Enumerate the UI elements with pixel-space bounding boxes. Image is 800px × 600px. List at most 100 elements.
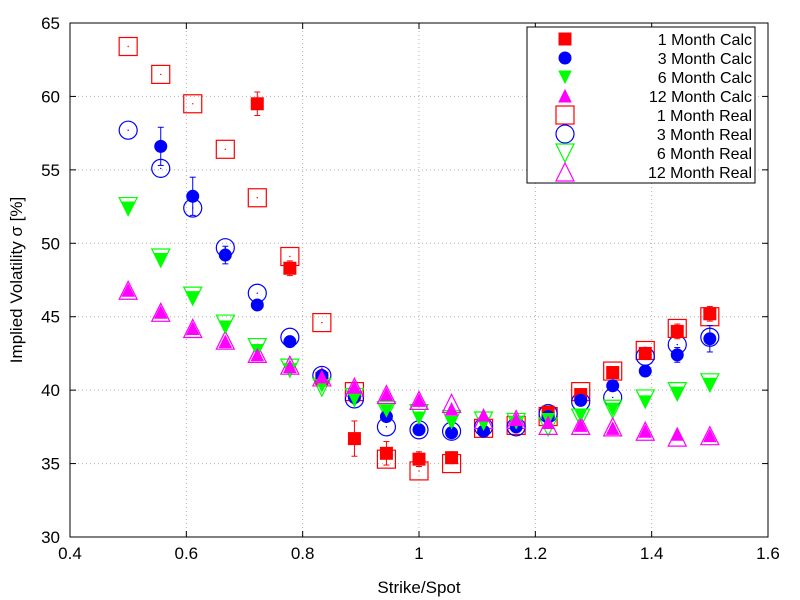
point-center	[256, 197, 258, 199]
data-point	[605, 402, 620, 417]
data-point	[606, 379, 620, 393]
data-point	[638, 346, 652, 360]
data-point	[574, 393, 588, 407]
data-point	[570, 415, 591, 435]
point-center	[127, 45, 129, 48]
data-point	[250, 298, 264, 312]
data-point	[186, 189, 200, 203]
legend-label: 1 Month Real	[657, 108, 752, 125]
data-point	[185, 321, 200, 335]
data-point	[444, 402, 459, 416]
data-point	[509, 412, 523, 427]
data-point	[118, 196, 139, 217]
data-point	[412, 452, 426, 466]
point-center	[256, 292, 258, 294]
data-point	[151, 64, 171, 85]
legend-label: 6 Month Real	[657, 146, 752, 163]
x-tick-label: 0.6	[175, 544, 199, 563]
data-point	[412, 411, 426, 426]
data-point	[247, 343, 268, 364]
legend-marker	[555, 161, 575, 182]
data-point	[638, 424, 653, 438]
legend-label: 3 Month Calc	[658, 51, 752, 68]
data-point	[218, 334, 233, 349]
data-point	[670, 348, 684, 362]
data-point	[315, 369, 329, 384]
y-tick-label: 50	[41, 234, 60, 253]
x-tick-label: 1.2	[524, 544, 548, 563]
data-point	[703, 428, 717, 443]
legend-marker	[558, 32, 572, 46]
data-point	[638, 364, 652, 378]
point-center	[611, 396, 614, 399]
legend-marker	[558, 51, 572, 65]
x-tick-label: 0.4	[58, 544, 82, 563]
series-4	[121, 283, 717, 443]
data-point	[703, 332, 717, 346]
series-1	[250, 91, 717, 468]
data-point	[606, 366, 620, 380]
data-point	[283, 261, 297, 275]
point-center	[676, 343, 678, 346]
legend-label: 12 Month Calc	[649, 89, 752, 106]
axis-ticks: 0.4 0.6 0.8 1 1.2 1.4 1.6 30 35 40 45 50 55 60 65	[41, 14, 780, 563]
data-point	[379, 446, 393, 460]
data-point	[412, 423, 426, 437]
data-point	[183, 94, 203, 114]
data-point	[215, 139, 235, 159]
data-point	[250, 347, 265, 362]
data-point	[445, 451, 459, 465]
data-point	[573, 408, 588, 423]
legend-label: 12 Month Real	[648, 165, 752, 182]
data-point	[699, 425, 720, 446]
y-tick-label: 45	[41, 308, 60, 327]
legend-label: 6 Month Calc	[658, 70, 752, 87]
data-point	[670, 427, 685, 441]
data-point	[376, 401, 397, 422]
data-point	[670, 386, 685, 401]
y-tick-label: 30	[41, 528, 60, 547]
y-tick-label: 65	[41, 14, 60, 33]
y-tick-label: 60	[41, 87, 60, 106]
data-point	[703, 377, 717, 392]
data-point	[376, 384, 397, 405]
data-point	[118, 36, 138, 57]
point-center	[321, 321, 323, 324]
series-2	[154, 126, 717, 440]
data-point	[667, 382, 688, 402]
point-center	[192, 103, 194, 105]
x-tick-label: 0.8	[291, 544, 315, 563]
data-point	[150, 301, 171, 322]
point-center	[289, 255, 291, 258]
data-point	[638, 395, 653, 410]
data-marks	[118, 36, 720, 481]
data-point	[670, 324, 684, 338]
data-point	[283, 335, 297, 349]
data-point	[347, 432, 361, 446]
data-point	[476, 407, 491, 422]
y-tick-label: 55	[41, 161, 60, 180]
data-point	[247, 188, 267, 208]
data-point	[602, 416, 623, 437]
data-point	[379, 404, 394, 418]
legend-marker	[558, 70, 572, 85]
data-point	[602, 399, 623, 420]
data-point	[409, 390, 429, 411]
point-center	[418, 470, 420, 472]
data-point	[185, 291, 200, 305]
data-point	[412, 393, 426, 407]
data-point	[121, 201, 135, 216]
data-point	[703, 307, 717, 321]
data-point	[573, 418, 588, 432]
point-center	[385, 426, 388, 428]
legend-label: 1 Month Calc	[658, 32, 752, 49]
data-point	[182, 318, 203, 339]
data-point	[605, 421, 620, 435]
data-point	[444, 415, 459, 430]
x-tick-label: 1.4	[640, 544, 664, 563]
data-point	[154, 139, 168, 153]
legend: 1 Month Calc 3 Month Calc 6 Month Calc 12 M…	[526, 26, 756, 184]
data-point	[379, 387, 394, 402]
point-center	[160, 167, 162, 170]
